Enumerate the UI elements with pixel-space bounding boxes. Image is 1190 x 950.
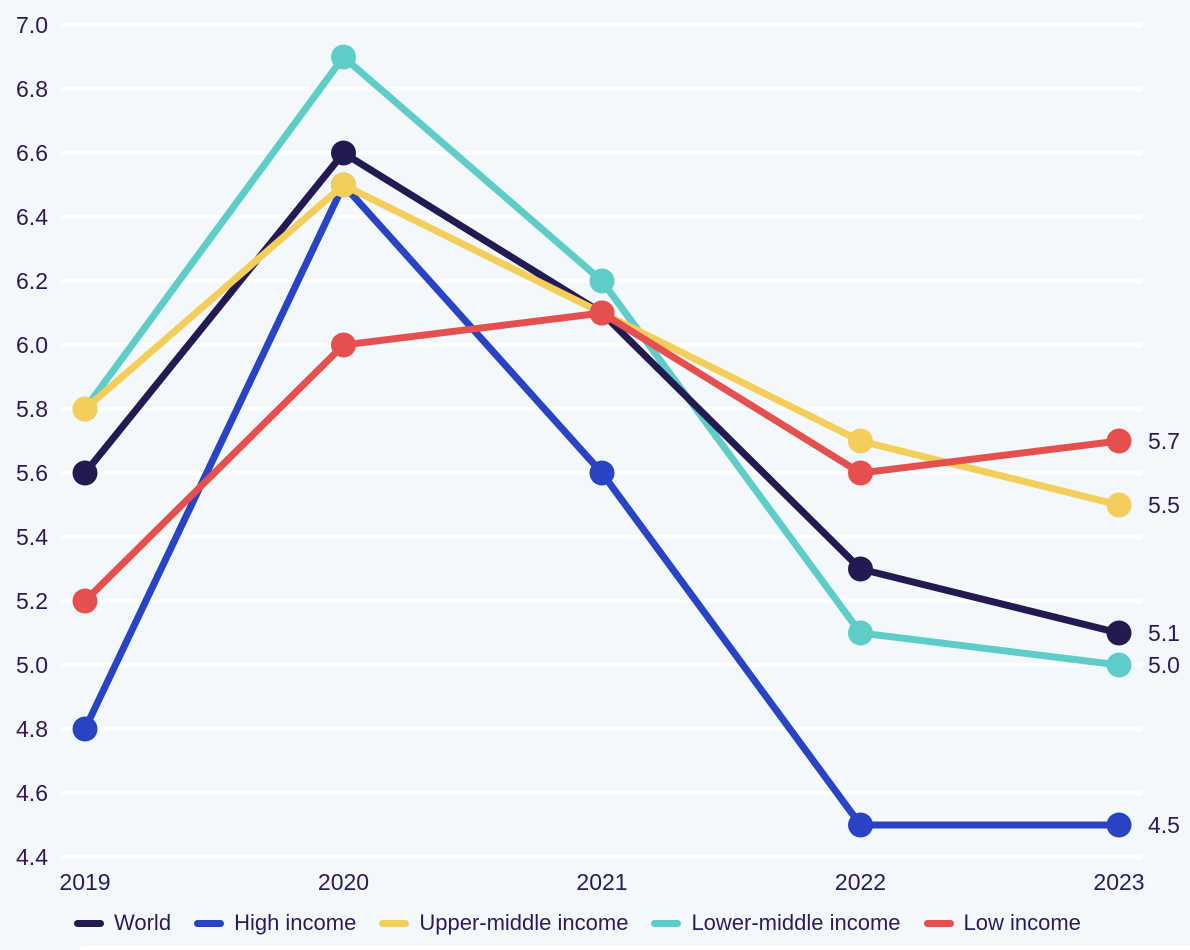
series-line-low-income bbox=[81, 309, 1123, 605]
data-point-low-income bbox=[589, 300, 615, 326]
y-axis-tick-label: 7.0 bbox=[16, 12, 48, 38]
y-axis-tick-label: 4.4 bbox=[16, 844, 48, 870]
data-point-lower-middle-income bbox=[331, 44, 356, 70]
y-axis-tick-label: 5.4 bbox=[16, 524, 48, 550]
y-axis-tick-label: 5.6 bbox=[16, 460, 48, 486]
data-point-high-income bbox=[848, 812, 873, 838]
y-axis-tick-label: 5.8 bbox=[16, 396, 48, 422]
legend-item-high-income[interactable]: High income bbox=[194, 906, 356, 940]
y-axis-tick-label: 4.6 bbox=[16, 780, 48, 806]
legend-swatch-low-income bbox=[923, 919, 954, 927]
data-point-world bbox=[331, 140, 356, 166]
data-point-low-income bbox=[1106, 428, 1132, 454]
legend-item-lower-middle-income[interactable]: Lower-middle income bbox=[651, 906, 901, 940]
end-value-label-lower-middle-income: 5.0 bbox=[1148, 652, 1180, 678]
end-value-label-high-income: 4.5 bbox=[1148, 812, 1180, 838]
x-axis-tick-label: 2022 bbox=[835, 869, 886, 895]
data-point-lower-middle-income bbox=[589, 268, 615, 294]
data-point-upper-middle-income bbox=[848, 428, 873, 454]
legend-swatch-world bbox=[74, 919, 104, 927]
y-axis-tick-label: 6.2 bbox=[16, 268, 48, 294]
legend-label: High income bbox=[234, 910, 357, 935]
data-point-world bbox=[1106, 620, 1132, 646]
data-point-world bbox=[848, 556, 873, 582]
x-axis-tick-label: 2021 bbox=[576, 869, 627, 895]
x-axis-tick-label: 2023 bbox=[1093, 869, 1144, 895]
series-line-world bbox=[81, 149, 1123, 637]
series-line-lower-middle-income bbox=[81, 53, 1123, 669]
data-point-low-income bbox=[72, 588, 98, 614]
data-point-lower-middle-income bbox=[848, 620, 873, 646]
legend-label: Lower-middle income bbox=[691, 910, 901, 935]
legend-swatch-upper-middle-income bbox=[379, 919, 410, 927]
y-axis-tick-label: 6.4 bbox=[16, 204, 48, 230]
data-point-lower-middle-income bbox=[1106, 652, 1132, 678]
end-value-label-world: 5.1 bbox=[1148, 620, 1180, 646]
legend-item-low-income[interactable]: Low income bbox=[923, 906, 1081, 940]
data-point-world bbox=[72, 460, 98, 486]
y-axis-tick-label: 6.6 bbox=[16, 140, 48, 166]
legend-item-world[interactable]: World bbox=[74, 906, 171, 940]
legend-label: Low income bbox=[963, 910, 1081, 935]
legend-swatch-lower-middle-income bbox=[651, 919, 682, 927]
x-axis-tick-label: 2019 bbox=[59, 869, 110, 895]
data-point-high-income bbox=[1106, 812, 1132, 838]
data-point-upper-middle-income bbox=[1106, 492, 1132, 518]
y-axis-tick-label: 6.0 bbox=[16, 332, 48, 358]
y-axis-tick-label: 5.0 bbox=[16, 652, 48, 678]
y-axis-tick-label: 4.8 bbox=[16, 716, 48, 742]
data-point-high-income bbox=[72, 716, 98, 742]
data-point-low-income bbox=[331, 332, 356, 358]
data-point-upper-middle-income bbox=[331, 172, 356, 198]
legend-swatch-high-income bbox=[194, 919, 225, 927]
legend-item-upper-middle-income[interactable]: Upper-middle income bbox=[379, 906, 628, 940]
bottom-strip bbox=[80, 946, 1190, 950]
data-point-high-income bbox=[589, 460, 615, 486]
legend-label: Upper-middle income bbox=[419, 910, 629, 935]
data-point-low-income bbox=[848, 460, 873, 486]
x-axis-tick-label: 2020 bbox=[318, 869, 369, 895]
data-point-upper-middle-income bbox=[72, 396, 98, 422]
end-value-label-upper-middle-income: 5.5 bbox=[1148, 492, 1180, 518]
end-value-label-low-income: 5.7 bbox=[1148, 428, 1180, 454]
y-axis-tick-label: 5.2 bbox=[16, 588, 48, 614]
legend-label: World bbox=[114, 910, 172, 935]
chart-legend: World High income Upper-middle income Lower… bbox=[74, 906, 1081, 940]
y-axis-tick-label: 6.8 bbox=[16, 76, 48, 102]
